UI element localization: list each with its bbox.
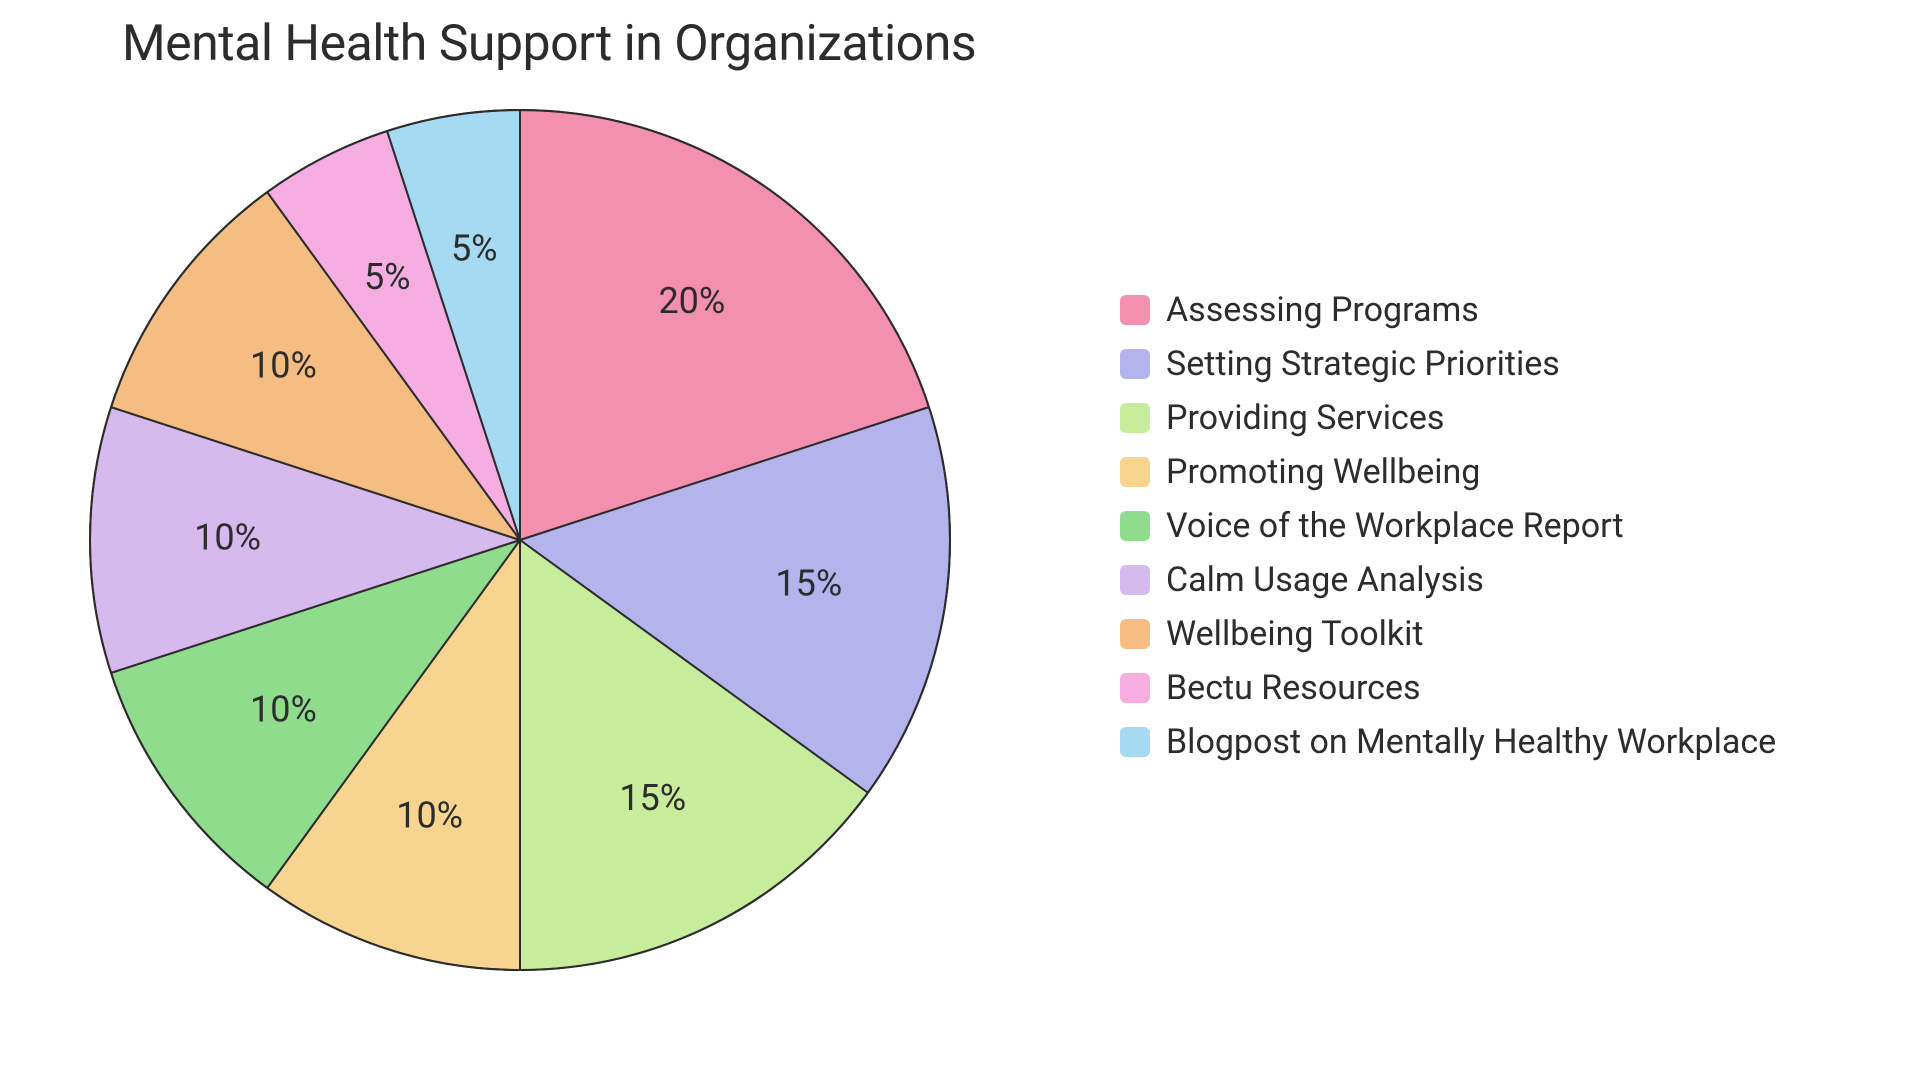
legend-swatch <box>1120 295 1150 325</box>
legend-item: Voice of the Workplace Report <box>1120 506 1776 546</box>
legend-label: Blogpost on Mentally Healthy Workplace <box>1166 722 1776 762</box>
legend-label: Providing Services <box>1166 398 1444 438</box>
legend-label: Promoting Wellbeing <box>1166 452 1480 492</box>
legend-swatch <box>1120 619 1150 649</box>
legend-item: Providing Services <box>1120 398 1776 438</box>
slice-label: 10% <box>194 517 261 559</box>
slice-label: 5% <box>451 228 498 270</box>
chart-container: Mental Health Support in Organizations 2… <box>0 0 1920 1080</box>
legend-item: Assessing Programs <box>1120 290 1776 330</box>
legend-label: Wellbeing Toolkit <box>1166 614 1424 654</box>
legend-label: Bectu Resources <box>1166 668 1421 708</box>
legend-item: Setting Strategic Priorities <box>1120 344 1776 384</box>
legend-swatch <box>1120 511 1150 541</box>
slice-label: 15% <box>619 777 686 819</box>
legend-swatch <box>1120 349 1150 379</box>
legend-item: Calm Usage Analysis <box>1120 560 1776 600</box>
slice-label: 10% <box>396 795 463 837</box>
pie-chart: 20% 15% 15% 10% 10% 10% 10% 5% 5% <box>80 100 960 980</box>
legend-swatch <box>1120 457 1150 487</box>
slice-label: 10% <box>250 688 317 730</box>
legend-item: Wellbeing Toolkit <box>1120 614 1776 654</box>
legend-swatch <box>1120 565 1150 595</box>
legend-label: Assessing Programs <box>1166 290 1479 330</box>
legend-label: Setting Strategic Priorities <box>1166 344 1560 384</box>
legend-label: Voice of the Workplace Report <box>1166 506 1624 546</box>
legend-swatch <box>1120 403 1150 433</box>
legend-swatch <box>1120 727 1150 757</box>
slice-label: 5% <box>364 256 411 298</box>
legend-swatch <box>1120 673 1150 703</box>
slice-label: 20% <box>658 280 725 322</box>
slice-label: 15% <box>775 562 842 604</box>
slice-label: 10% <box>250 345 317 387</box>
legend-item: Promoting Wellbeing <box>1120 452 1776 492</box>
legend-item: Bectu Resources <box>1120 668 1776 708</box>
chart-title: Mental Health Support in Organizations <box>122 15 976 73</box>
legend-item: Blogpost on Mentally Healthy Workplace <box>1120 722 1776 762</box>
pie-svg: 20% 15% 15% 10% 10% 10% 10% 5% 5% <box>80 100 960 980</box>
legend-label: Calm Usage Analysis <box>1166 560 1484 600</box>
legend: Assessing Programs Setting Strategic Prio… <box>1120 290 1776 762</box>
